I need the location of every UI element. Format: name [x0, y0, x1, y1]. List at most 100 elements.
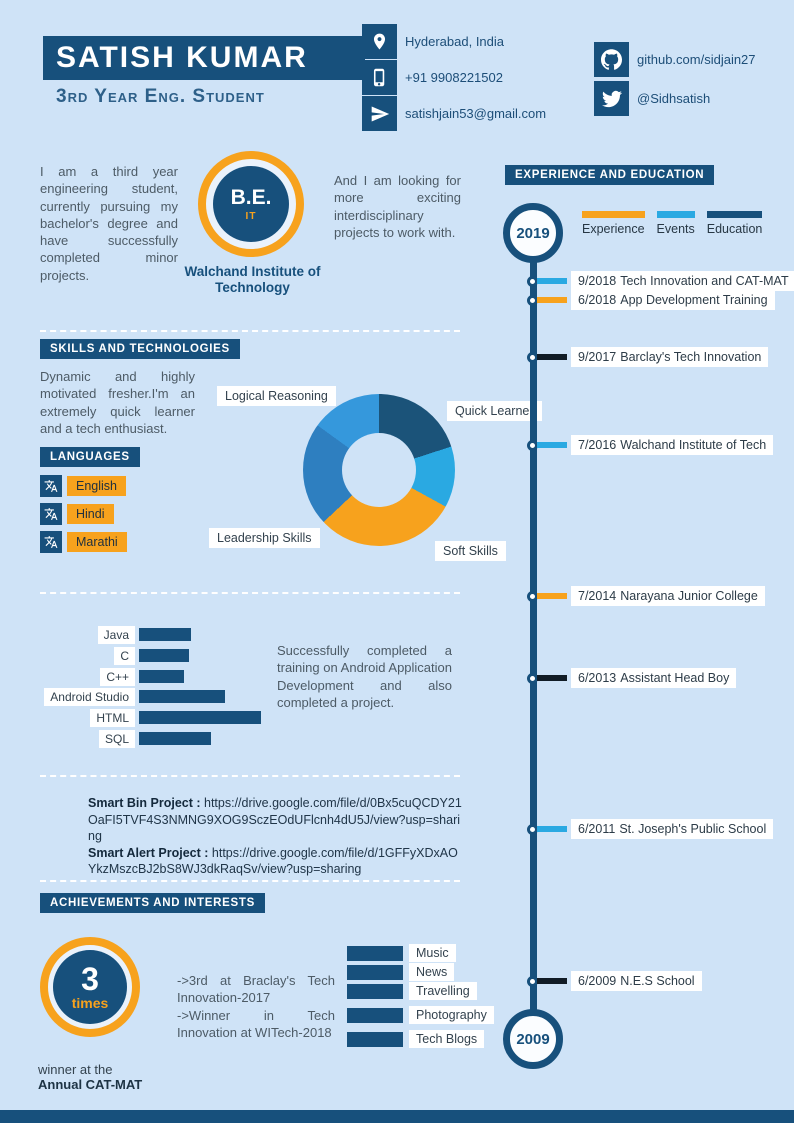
achievement-badge: 3 times	[40, 937, 140, 1037]
interest-label: News	[409, 963, 455, 981]
achievement-badge-inner: 3 times	[53, 950, 127, 1024]
contact-location-text: Hyderabad, India	[405, 34, 505, 49]
language-item: Hindi	[40, 503, 114, 525]
legend-item-education: Education	[706, 211, 763, 236]
interest-bar	[347, 1031, 403, 1047]
donut-label-soft-skills: Soft Skills	[435, 541, 506, 561]
separator	[40, 330, 460, 332]
interest-bar	[347, 945, 403, 961]
degree-field-text: IT	[245, 211, 257, 222]
degree-badge: B.E. IT	[198, 151, 304, 257]
timeline-node-dot	[527, 294, 538, 306]
contact-email-text[interactable]: satishjain53@gmail.com	[405, 106, 547, 121]
bar	[139, 732, 211, 745]
interest-label: Music	[409, 944, 456, 962]
project-name: Smart Alert Project	[88, 846, 212, 860]
bar-row: SQL	[40, 729, 211, 748]
timeline-date: 7/2014	[578, 589, 617, 603]
bar-row: HTML	[40, 708, 261, 727]
phone-icon	[362, 60, 397, 95]
contact-phone-text: +91 9908221502	[405, 70, 503, 85]
timeline-tick	[537, 297, 567, 303]
social-twitter: @Sidhsatish	[594, 81, 710, 116]
bar	[139, 670, 184, 683]
bar-category-label: Java	[97, 625, 135, 644]
timeline-label: 6/2018 App Development Training	[571, 290, 775, 310]
timeline-item: 9/2017 Barclay's Tech Innovation	[527, 347, 769, 367]
achievement-count: 3	[81, 961, 99, 997]
winner-caption: winner at the Annual CAT-MAT	[38, 1062, 158, 1092]
timeline-node-dot	[527, 975, 538, 987]
bar	[139, 690, 225, 703]
section-heading-languages: LANGUAGES	[40, 447, 140, 467]
timeline-tick	[537, 593, 567, 599]
timeline-end-year: 2009	[503, 1009, 563, 1069]
donut-label-quick-learner: Quick Learner	[447, 401, 542, 421]
project-url[interactable]: https://drive.google.com/file/d/0Bx5cuQC…	[88, 796, 462, 843]
timeline-title: Narayana Junior College	[620, 589, 758, 603]
timeline-item: 6/2011 St. Joseph's Public School	[527, 819, 774, 839]
timeline-start-year: 2019	[503, 203, 563, 263]
timeline-label: 6/2013 Assistant Head Boy	[571, 668, 737, 688]
bar	[139, 649, 189, 662]
social-github: github.com/sidjain27	[594, 42, 756, 77]
timeline-item: 7/2014 Narayana Junior College	[527, 586, 765, 606]
person-name: SATISH KUMAR	[43, 36, 365, 80]
timeline-item: 6/2013 Assistant Head Boy	[527, 668, 737, 688]
timeline-title: N.E.S School	[620, 974, 695, 988]
winner-line2: Annual CAT-MAT	[38, 1077, 143, 1092]
contact-location: Hyderabad, India	[362, 24, 504, 59]
legend-swatch-events	[656, 211, 695, 218]
twitter-icon	[594, 81, 629, 116]
language-label: English	[67, 476, 126, 496]
interest-label: Tech Blogs	[409, 1030, 485, 1048]
interest-bar	[347, 983, 403, 999]
timeline-title: Tech Innovation and CAT-MAT	[620, 274, 789, 288]
timeline-title: Assistant Head Boy	[620, 671, 730, 685]
separator	[40, 880, 460, 882]
skills-donut	[303, 394, 455, 546]
projects-block: Smart Bin Projecthttps://drive.google.co…	[88, 795, 462, 878]
timeline-legend: Experience Events Education	[582, 211, 763, 236]
project-url[interactable]: https://drive.google.com/file/d/1GFFyXDx…	[88, 845, 458, 877]
college-name: Walchand Institute of Technology	[184, 264, 321, 296]
timeline-date: 9/2017	[578, 350, 617, 364]
legend-label: Education	[706, 222, 763, 236]
translate-icon	[40, 503, 62, 525]
interest-bar	[347, 964, 403, 980]
timeline-label: 9/2017 Barclay's Tech Innovation	[571, 347, 769, 367]
language-item: English	[40, 475, 126, 497]
interest-item: Tech Blogs	[347, 1030, 485, 1048]
timeline-label: 6/2009 N.E.S School	[571, 971, 702, 991]
twitter-link[interactable]: @Sidhsatish	[637, 91, 711, 106]
timeline-node-dot	[527, 275, 538, 287]
timeline-title: St. Joseph's Public School	[619, 822, 767, 836]
interest-label: Travelling	[409, 982, 477, 1000]
timeline-tick	[537, 442, 567, 448]
interest-item: News	[347, 963, 455, 981]
timeline-date: 9/2018	[578, 274, 617, 288]
degree-badge-inner: B.E. IT	[213, 166, 289, 242]
timeline-node-dot	[527, 672, 538, 684]
legend-item-events: Events	[656, 211, 695, 236]
looking-paragraph: And I am looking for more exciting inter…	[334, 173, 461, 240]
github-link[interactable]: github.com/sidjain27	[637, 52, 756, 67]
donut-label-leadership-skills: Leadership Skills	[209, 528, 320, 548]
intro-paragraph: I am a third year engineering student, c…	[40, 164, 178, 283]
bar	[139, 711, 261, 724]
interest-item: Photography	[347, 1006, 494, 1024]
bar-row: C++	[40, 667, 184, 686]
timeline-node-dot	[527, 823, 538, 835]
legend-swatch-education	[706, 211, 763, 218]
separator	[40, 592, 460, 594]
language-item: Marathi	[40, 531, 127, 553]
bar-row: Android Studio	[40, 687, 225, 706]
contact-email: satishjain53@gmail.com	[362, 96, 546, 131]
legend-item-experience: Experience	[582, 211, 645, 236]
location-icon	[362, 24, 397, 59]
timeline-tick	[537, 978, 567, 984]
timeline-label: 7/2014 Narayana Junior College	[571, 586, 765, 606]
timeline-item: 6/2018 App Development Training	[527, 290, 775, 310]
achievement-line: ->3rd at Braclay's Tech Innovation-2017	[177, 973, 335, 1006]
